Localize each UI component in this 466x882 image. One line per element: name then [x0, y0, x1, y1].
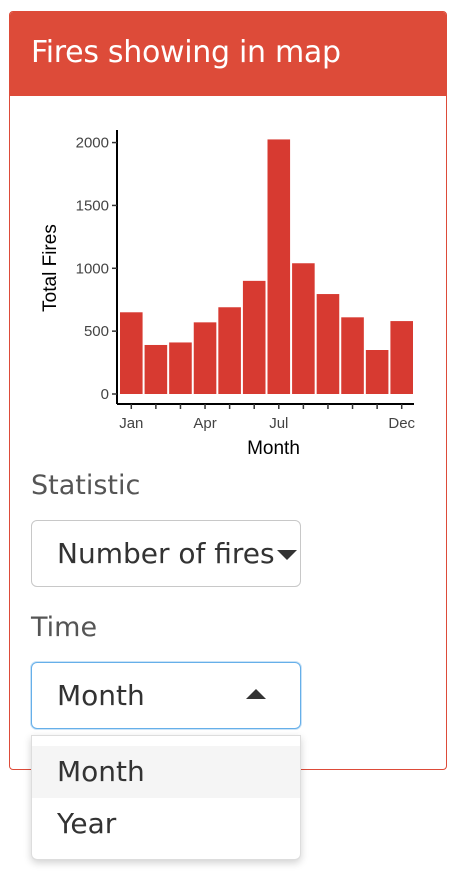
chart-bar [169, 342, 192, 394]
panel-title: Fires showing in map [31, 35, 341, 70]
statistic-select-value: Number of fires [57, 537, 275, 570]
chevron-up-icon [246, 689, 266, 699]
chart-bar [218, 307, 241, 394]
x-tick-label: Jan [119, 415, 143, 432]
chart-bar [316, 294, 340, 394]
chart-bar [267, 139, 291, 394]
time-option-year[interactable]: Year [32, 798, 300, 850]
chart-bar [120, 312, 143, 394]
statistic-select[interactable]: Number of fires [31, 520, 301, 587]
chart-bar [390, 321, 413, 394]
y-tick-label: 0 [101, 386, 109, 403]
chart-bar [242, 280, 266, 394]
fires-bar-chart: 0 500 1000 1500 2000 Jan Apr Jul Dec Month Total F… [40, 130, 416, 459]
time-select-value: Month [57, 679, 145, 712]
chevron-down-icon [277, 550, 297, 560]
time-option-month[interactable]: Month [32, 746, 300, 798]
panel-header: Fires showing in map [10, 12, 446, 96]
chart-bar [144, 344, 168, 394]
time-select[interactable]: Month [31, 662, 301, 729]
time-option-label: Year [57, 807, 117, 840]
chart-bar [365, 350, 389, 394]
time-option-label: Month [57, 755, 145, 788]
x-tick-label: Apr [193, 415, 216, 432]
x-axis-title: Month [247, 438, 300, 459]
y-tick-label: 2000 [76, 135, 109, 152]
time-dropdown-menu: Month Year [31, 735, 301, 860]
x-tick-label: Dec [388, 415, 415, 432]
y-tick-label: 1000 [76, 260, 109, 277]
y-tick-label: 500 [84, 323, 109, 340]
time-label: Time [31, 612, 98, 643]
chart-bar [341, 317, 364, 394]
x-tick-label: Jul [269, 415, 288, 432]
y-axis-title: Total Fires [40, 224, 61, 312]
y-tick-label: 1500 [76, 197, 109, 214]
chart-bar [193, 322, 217, 394]
chart-bar [292, 263, 315, 394]
statistic-label: Statistic [31, 470, 141, 501]
